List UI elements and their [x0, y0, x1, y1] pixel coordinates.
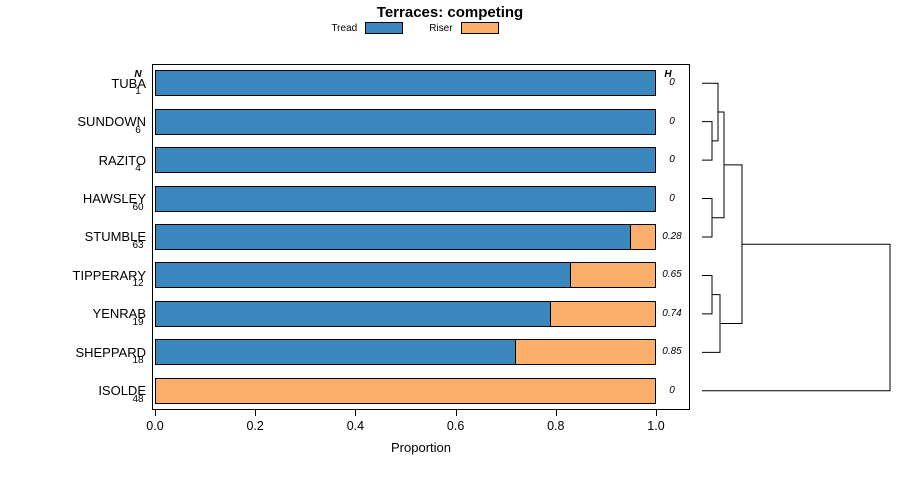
bar-row [155, 262, 656, 289]
bar-segment-tread [156, 71, 655, 96]
x-tick-mark [555, 410, 557, 416]
legend-swatch-tread [365, 22, 404, 34]
x-tick-mark [455, 410, 457, 416]
x-tick-label: 0.6 [446, 419, 465, 433]
x-tick-label: 0.4 [346, 419, 365, 433]
chart-title: Terraces: competing [376, 4, 524, 21]
bar-segment-riser [156, 378, 655, 403]
legend-label-tread: Tread [331, 22, 358, 34]
y-axis-label: TIPPERARY [72, 267, 146, 283]
x-tick-mark [355, 410, 357, 416]
bar-segment-tread [156, 263, 571, 288]
dendrogram [702, 82, 891, 392]
h-value: 0 [669, 77, 675, 89]
dendrogram-link [702, 294, 721, 353]
x-tick-mark [255, 410, 257, 416]
bar-row [155, 108, 656, 135]
h-value: 0.85 [662, 346, 682, 358]
dendrogram-link [702, 274, 713, 315]
dendrogram-link [702, 121, 713, 161]
dendrogram-link [720, 164, 743, 324]
n-value: 4 [135, 163, 141, 175]
x-tick-label: 0.8 [547, 419, 565, 433]
legend-item-riser: Riser [429, 22, 499, 34]
x-axis-title: Proportion [391, 440, 451, 455]
legend-item-tread: Tread [331, 22, 404, 34]
n-value: 6 [135, 124, 141, 136]
bar-segment-riser [550, 301, 655, 326]
y-axis-label: YENRAB [92, 306, 146, 322]
bar-row [155, 224, 656, 250]
bar-segment-tread [156, 148, 655, 173]
h-value: 0.28 [662, 231, 682, 242]
dendrogram-link [702, 243, 891, 392]
x-tick-mark [155, 410, 156, 416]
h-value: 0.74 [662, 307, 682, 319]
legend: Tread Riser [0, 22, 830, 34]
h-value: 0.65 [662, 269, 682, 281]
dendrogram-link [702, 82, 719, 142]
h-value: 0 [669, 384, 675, 396]
bar-row [155, 300, 656, 327]
legend-label-riser: Riser [429, 22, 453, 34]
x-tick-mark [656, 410, 657, 416]
bar-row [155, 147, 656, 174]
bar-row [155, 185, 656, 212]
bar-segment-tread [156, 109, 655, 134]
h-column-header: H [664, 69, 672, 80]
x-tick-label: 1.0 [647, 419, 665, 433]
bar-segment-riser [630, 225, 655, 249]
y-axis-label: SUNDOWN [77, 114, 146, 130]
y-axis-label: TUBA [111, 75, 146, 91]
n-value: 19 [132, 316, 144, 328]
n-value: 12 [132, 278, 144, 290]
h-value: 0 [669, 192, 675, 204]
h-value: 0 [669, 154, 675, 166]
bar-segment-riser [515, 340, 655, 365]
n-value: 1 [135, 86, 141, 98]
bar-row [155, 70, 656, 97]
x-tick-label: 0.0 [146, 419, 164, 433]
h-value: 0 [669, 115, 675, 127]
bar-segment-tread [156, 186, 655, 211]
n-value: 18 [132, 355, 144, 367]
x-tick-label: 0.2 [246, 419, 264, 433]
bar-segment-tread [156, 301, 551, 326]
plot-box [152, 64, 690, 410]
bar-segment-riser [570, 263, 655, 288]
y-axis-label: SHEPPARD [75, 344, 146, 360]
dendrogram-link [702, 198, 713, 238]
legend-swatch-riser [460, 22, 499, 34]
y-axis-label: HAWSLEY [82, 191, 146, 207]
bar-row [155, 377, 656, 404]
n-value: 60 [132, 201, 144, 213]
bar-row [155, 339, 656, 366]
y-axis-label: RAZITO [98, 152, 146, 168]
y-axis-label: ISOLDE [98, 383, 146, 399]
n-value: 48 [132, 393, 144, 405]
bar-segment-tread [156, 340, 516, 365]
n-value: 63 [132, 240, 144, 251]
bar-segment-tread [156, 225, 631, 249]
n-column-header: N [134, 69, 142, 80]
y-axis-label: STUMBLE [84, 229, 146, 245]
